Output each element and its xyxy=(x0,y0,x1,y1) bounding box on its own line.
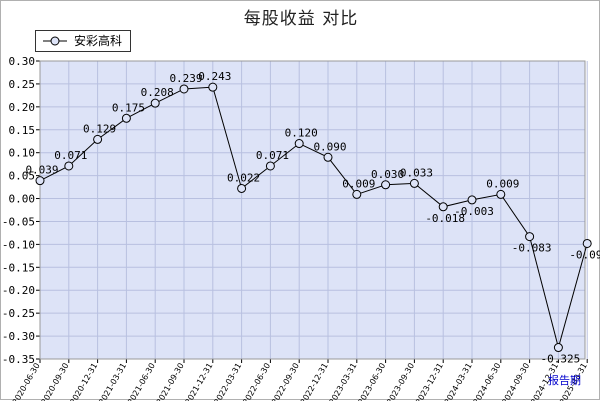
data-point-marker xyxy=(526,233,534,241)
x-tick-label: 2024-06-30 xyxy=(471,362,502,401)
x-tick-label: 2020-09-30 xyxy=(39,362,70,401)
y-tick-label: -0.10 xyxy=(2,238,35,251)
y-tick-label: 0.00 xyxy=(9,193,36,206)
data-point-marker xyxy=(497,190,505,198)
x-tick-label: 2020-12-31 xyxy=(68,362,99,401)
y-tick-label: 0.10 xyxy=(9,147,36,160)
data-label: 0.120 xyxy=(285,127,318,140)
x-tick-label: 2023-03-31 xyxy=(327,362,358,401)
y-tick-label: 0.30 xyxy=(9,55,36,68)
data-point-marker xyxy=(36,177,44,185)
data-point-marker xyxy=(324,153,332,161)
data-point-marker xyxy=(94,135,102,143)
data-label: 0.009 xyxy=(486,177,519,190)
x-tick-label: 2023-12-31 xyxy=(414,362,445,401)
data-label: -0.003 xyxy=(454,205,494,218)
x-tick-label: 2021-09-30 xyxy=(155,362,186,401)
data-point-marker xyxy=(238,184,246,192)
y-tick-label: -0.20 xyxy=(2,284,35,297)
data-label: -0.098 xyxy=(569,248,600,261)
x-tick-label: 2023-09-30 xyxy=(385,362,416,401)
x-tick-label: 2020-06-30 xyxy=(11,362,42,401)
legend-label: 安彩高科 xyxy=(74,33,122,49)
y-tick-label: -0.35 xyxy=(2,353,35,366)
data-label: 0.175 xyxy=(112,101,145,114)
data-point-marker xyxy=(180,85,188,93)
x-tick-label: 2022-09-30 xyxy=(270,362,301,401)
data-point-marker xyxy=(266,162,274,170)
data-point-marker xyxy=(583,239,591,247)
x-tick-label: 2023-06-30 xyxy=(356,362,387,401)
data-label: 0.129 xyxy=(83,122,116,135)
y-tick-label: 0.25 xyxy=(9,78,36,91)
data-point-marker xyxy=(353,190,361,198)
data-point-marker xyxy=(468,196,476,204)
data-point-marker xyxy=(554,344,562,352)
x-tick-label: 2024-09-30 xyxy=(500,362,531,401)
x-axis-end-label: 报告期 xyxy=(548,373,581,387)
data-point-marker xyxy=(439,203,447,211)
x-tick-label: 2021-03-31 xyxy=(97,362,128,401)
x-tick-label: 2022-06-30 xyxy=(241,362,272,401)
data-label: 0.033 xyxy=(400,166,433,179)
data-point-marker xyxy=(382,181,390,189)
data-point-marker xyxy=(122,114,130,122)
data-point-marker xyxy=(151,99,159,107)
legend-marker-icon xyxy=(42,35,68,47)
x-tick-label: 2021-12-31 xyxy=(183,362,214,401)
y-tick-label: -0.30 xyxy=(2,330,35,343)
x-tick-label: 2022-03-31 xyxy=(212,362,243,401)
data-label: -0.325 xyxy=(541,353,581,366)
data-label: 0.208 xyxy=(141,86,174,99)
data-point-marker xyxy=(295,140,303,148)
y-tick-label: 0.20 xyxy=(9,101,36,114)
x-tick-label: 2022-12-31 xyxy=(299,362,330,401)
data-label: 0.022 xyxy=(227,171,260,184)
data-label: 0.071 xyxy=(54,149,87,162)
data-label: 0.039 xyxy=(25,164,58,177)
data-point-marker xyxy=(65,162,73,170)
y-tick-label: -0.05 xyxy=(2,215,35,228)
y-tick-label: -0.15 xyxy=(2,261,35,274)
y-tick-label: 0.15 xyxy=(9,124,36,137)
data-label: 0.243 xyxy=(198,70,231,83)
x-tick-label: 2021-06-30 xyxy=(126,362,157,401)
legend: 安彩高科 xyxy=(35,30,131,52)
data-point-marker xyxy=(209,83,217,91)
y-tick-label: -0.25 xyxy=(2,307,35,320)
data-point-marker xyxy=(410,179,418,187)
data-label: 0.071 xyxy=(256,149,289,162)
x-tick-label: 2024-03-31 xyxy=(443,362,474,401)
data-label: 0.090 xyxy=(313,140,346,153)
data-label: -0.083 xyxy=(512,242,552,255)
